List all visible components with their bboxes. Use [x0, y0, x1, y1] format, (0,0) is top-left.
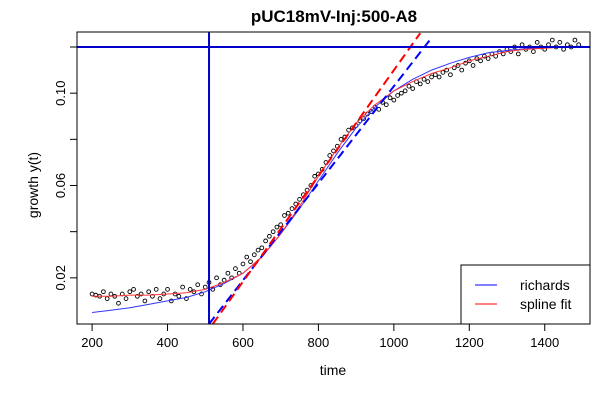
data-point [327, 153, 333, 158]
x-tick-label: 400 [157, 335, 179, 350]
series-line-richards [92, 45, 583, 313]
data-point [391, 97, 397, 103]
data-point [202, 284, 208, 290]
x-tick-label: 1200 [455, 335, 484, 350]
x-tick-label: 1400 [530, 335, 559, 350]
data-point [429, 74, 434, 80]
data-point [259, 245, 265, 251]
data-point [157, 296, 163, 301]
data-point [425, 79, 431, 84]
data-point [123, 296, 129, 301]
data-point [440, 70, 446, 75]
data-point [270, 229, 276, 235]
data-point [383, 102, 389, 108]
data-point [104, 296, 110, 301]
spline-tangent-line [211, 32, 422, 324]
data-point [263, 238, 268, 244]
data-point [285, 210, 291, 216]
data-point [289, 206, 295, 211]
data-point [534, 40, 540, 45]
data-point [225, 270, 231, 276]
data-point [267, 233, 272, 239]
data-point [240, 261, 246, 267]
data-point [101, 289, 106, 295]
legend-box [460, 264, 591, 325]
data-point [432, 72, 438, 78]
data-point [549, 37, 555, 43]
data-point [444, 67, 450, 73]
data-point [361, 116, 367, 121]
data-point [478, 58, 483, 64]
x-tick-label: 600 [232, 335, 254, 350]
data-point [282, 213, 287, 218]
data-point [274, 224, 280, 230]
data-point [108, 291, 114, 297]
data-point [199, 291, 204, 297]
data-point [297, 197, 302, 202]
data-point [116, 300, 121, 306]
data-point [515, 51, 521, 57]
data-point [244, 254, 250, 260]
plot-area: 200 400 600 800 1000 1200 1400 0.02 0.06 0.10 [53, 31, 591, 350]
data-point [131, 287, 136, 292]
data-point [255, 247, 261, 253]
data-point [142, 298, 148, 304]
data-point [406, 83, 412, 89]
data-point [184, 296, 189, 301]
legend-label-richards: richards [520, 277, 570, 293]
data-point [176, 293, 182, 299]
data-point [251, 252, 257, 258]
legend: richards spline fit [460, 264, 591, 325]
data-point [135, 293, 140, 299]
data-point [312, 173, 317, 179]
data-point [399, 90, 404, 96]
y-tick-label: 0.10 [53, 81, 68, 106]
data-point [153, 287, 159, 292]
x-axis-label: time [320, 362, 347, 378]
data-point [402, 88, 408, 94]
y-tick-label: 0.02 [53, 265, 68, 290]
data-point [417, 81, 423, 87]
data-point [459, 67, 465, 73]
data-point [89, 291, 95, 297]
y-axis-label: growth y(t) [25, 152, 41, 218]
data-point [557, 40, 563, 45]
data-point [248, 259, 253, 265]
data-point [278, 222, 284, 228]
x-tick-label: 200 [81, 335, 103, 350]
data-point [470, 63, 476, 68]
series-line-spline-fit [92, 46, 583, 297]
data-point [485, 56, 491, 61]
data-point [138, 291, 144, 297]
x-tick-label: 1000 [379, 335, 408, 350]
data-point [395, 93, 400, 98]
data-point [436, 74, 442, 80]
data-point [187, 287, 193, 292]
chart-title: pUC18mV-Inj:500-A8 [251, 7, 417, 26]
data-point [421, 76, 427, 82]
data-point [195, 282, 201, 288]
legend-label-spline-fit: spline fit [520, 296, 571, 312]
data-point [146, 289, 152, 295]
data-layer [77, 32, 590, 324]
data-point [531, 49, 536, 54]
data-point [180, 284, 185, 290]
data-point [387, 95, 393, 101]
plot-frame [76, 31, 591, 325]
data-point [214, 275, 219, 281]
data-point [572, 37, 578, 43]
y-tick-label: 0.06 [53, 173, 68, 198]
data-point [338, 136, 344, 142]
richards-tangent-line [208, 37, 433, 324]
data-point [165, 287, 170, 292]
data-point [127, 289, 133, 295]
data-point [448, 72, 453, 78]
data-point [233, 266, 238, 271]
x-tick-label: 800 [308, 335, 330, 350]
data-point [410, 86, 416, 91]
